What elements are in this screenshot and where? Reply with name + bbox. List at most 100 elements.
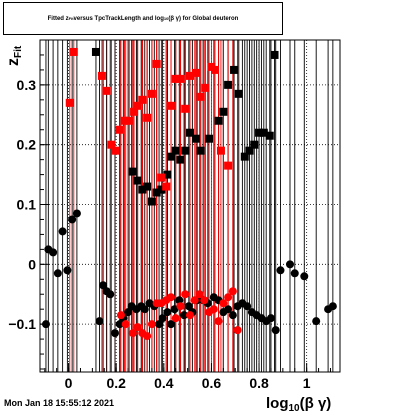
data-point-square	[125, 116, 134, 125]
data-point-circle	[266, 314, 275, 323]
data-point-square	[250, 140, 259, 149]
y-axis-label: zFit	[5, 45, 24, 66]
data-point-circle	[224, 305, 233, 314]
data-point-circle	[170, 305, 179, 314]
data-point-square	[152, 188, 161, 197]
data-point-circle	[243, 302, 252, 311]
data-point-square	[147, 197, 156, 206]
data-point-circle	[276, 266, 285, 275]
title-text-pre: Fitted z	[47, 15, 69, 22]
data-point-square	[111, 146, 119, 155]
data-point-square	[143, 182, 152, 191]
y-tick-label: 0	[28, 256, 36, 272]
data-point-square	[120, 116, 129, 125]
title-sub-fit: Fit	[68, 16, 74, 21]
data-point-square	[240, 152, 249, 161]
data-point-square	[191, 134, 200, 143]
data-point-circle	[271, 326, 280, 335]
x-tick-label: 0	[65, 375, 73, 391]
data-point-circle	[228, 287, 237, 296]
data-point-square	[65, 98, 74, 107]
data-point-circle	[121, 320, 130, 329]
data-point-square	[245, 146, 254, 155]
x-tick-label: 0.2	[106, 375, 126, 391]
data-point-circle	[180, 311, 189, 320]
data-point-circle	[49, 248, 58, 257]
data-point-circle	[133, 323, 142, 332]
data-point-circle	[163, 308, 172, 317]
data-point-square	[181, 104, 190, 113]
chart-title: Fitted z Fit versus TpcTrackLength and lo…	[3, 2, 283, 35]
data-point-square	[162, 182, 171, 191]
data-point-circle	[209, 305, 218, 314]
data-point-circle	[233, 326, 242, 335]
data-point-square	[270, 50, 279, 59]
data-point-square	[176, 155, 185, 164]
data-point-square	[201, 83, 210, 92]
x-tick-label: 0.4	[154, 375, 174, 391]
data-point-square	[230, 65, 239, 74]
y-tick-label: 0.2	[17, 137, 37, 153]
data-point-square	[224, 80, 233, 89]
data-point-square	[259, 128, 268, 137]
data-point-circle	[111, 329, 119, 338]
data-point-circle	[124, 308, 133, 317]
y-tick-label: 0.3	[17, 77, 37, 93]
data-point-circle	[328, 302, 337, 311]
data-point-square	[157, 173, 166, 182]
data-point-square	[234, 89, 243, 98]
y-tick-label: −0.1	[8, 316, 36, 332]
data-point-circle	[115, 320, 124, 329]
data-point-circle	[95, 317, 104, 326]
x-tick-label: 0.6	[202, 375, 222, 391]
data-point-circle	[190, 296, 199, 305]
data-point-square	[186, 128, 194, 137]
data-point-circle	[58, 227, 67, 236]
data-point-square	[219, 107, 228, 116]
data-point-square	[196, 146, 205, 155]
data-point-square	[186, 71, 194, 80]
data-point-circle	[286, 260, 294, 269]
data-point-square	[171, 74, 180, 83]
data-point-circle	[166, 293, 175, 302]
data-point-square	[133, 101, 142, 110]
footer-timestamp: Mon Jan 18 15:55:12 2021	[4, 398, 115, 408]
data-point-square	[138, 95, 147, 104]
data-point-square	[102, 86, 111, 95]
data-point-square	[255, 128, 264, 137]
data-point-square	[191, 68, 200, 77]
data-point-circle	[147, 320, 156, 329]
data-point-circle	[128, 329, 137, 338]
data-point-square	[166, 152, 175, 161]
title-text-mid: versus TpcTrackLength and log	[73, 15, 164, 22]
data-point-square	[138, 185, 147, 194]
data-point-circle	[68, 215, 77, 224]
data-point-square	[152, 59, 161, 68]
data-point-square	[91, 47, 100, 56]
data-point-circle	[175, 296, 184, 305]
plot-frame	[39, 39, 341, 373]
data-point-circle	[166, 320, 175, 329]
data-point-square	[143, 113, 152, 122]
tick-labels-layer: −0.1 0 0.1 0.2 0.3 0 0.2 0.4 0.6 0.8 1	[8, 77, 310, 391]
data-point-square	[130, 107, 139, 116]
data-point-square	[196, 92, 205, 101]
data-point-square	[163, 170, 172, 179]
data-point-square	[157, 185, 166, 194]
x-axis-label: log10(β γ)	[266, 395, 331, 414]
data-point-circle	[143, 332, 152, 341]
data-point-circle	[116, 311, 125, 320]
data-point-square	[214, 116, 223, 125]
title-sub-10: 10	[163, 16, 169, 21]
data-point-square	[205, 134, 214, 143]
data-point-square	[211, 65, 219, 74]
data-point-circle	[312, 317, 321, 326]
data-point-square	[181, 146, 190, 155]
markers-layer	[41, 47, 337, 341]
x-tick-label: 1	[303, 375, 311, 391]
data-point-square	[176, 74, 185, 83]
data-point-circle	[106, 290, 115, 299]
data-point-square	[133, 176, 142, 185]
axis-layer	[40, 54, 331, 372]
data-point-circle	[228, 311, 237, 320]
